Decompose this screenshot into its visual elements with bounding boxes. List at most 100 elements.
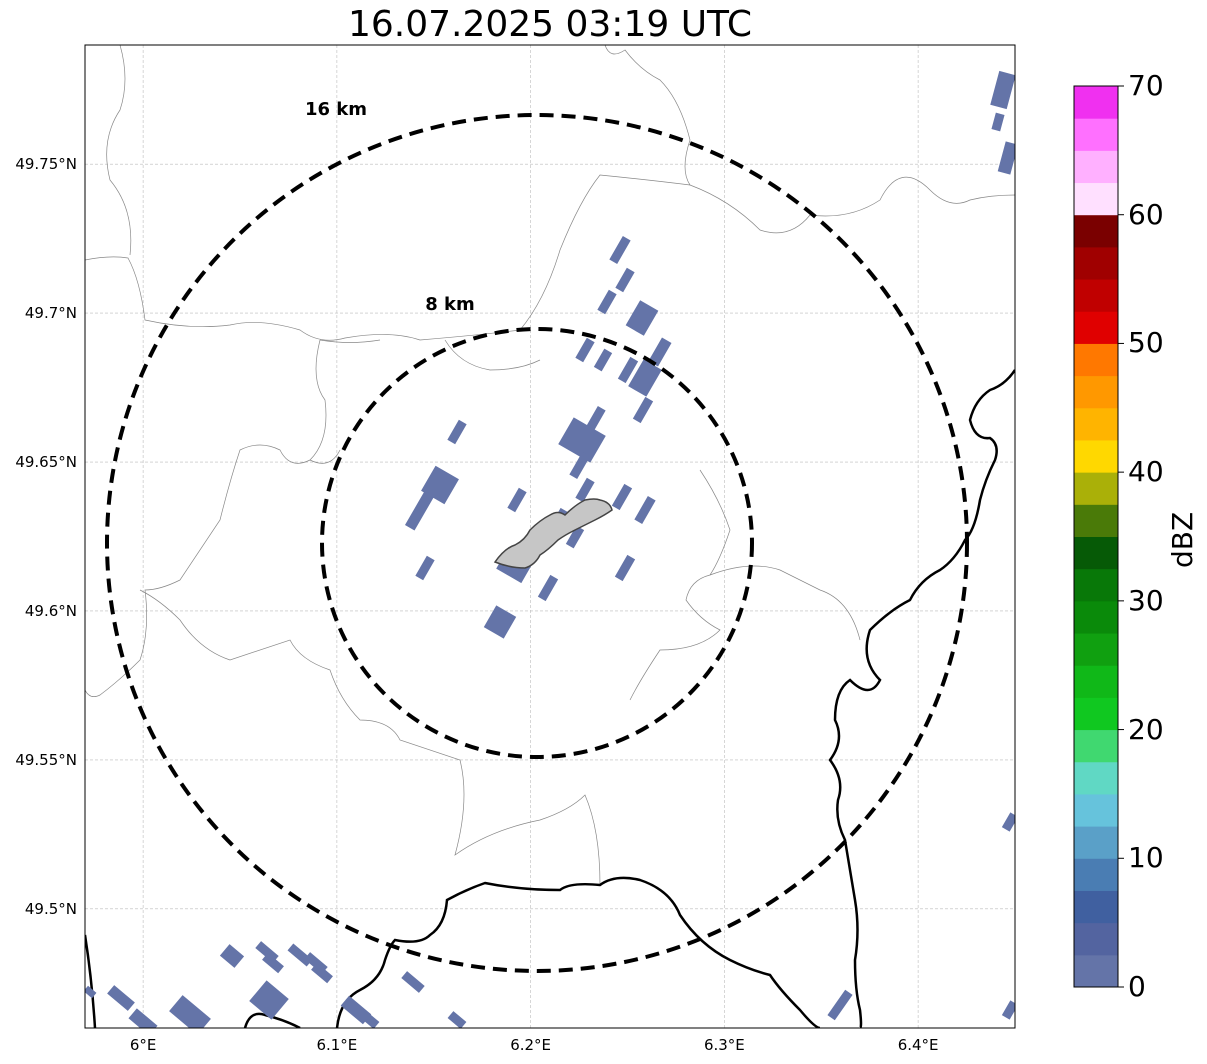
echo-bin <box>634 496 656 524</box>
colorbar-segment <box>1074 118 1118 151</box>
echo-bin <box>311 962 333 984</box>
colorbar <box>1073 85 1124 988</box>
ring-label-16km: 16 km <box>305 99 367 120</box>
echo-bin <box>565 525 585 549</box>
map-title: 16.07.2025 03:19 UTC <box>347 4 753 45</box>
echo-bin <box>360 1011 380 1028</box>
echo-bin <box>614 554 636 582</box>
colorbar-segment <box>1074 504 1118 537</box>
echo-bin <box>85 985 97 999</box>
colorbar-tick-label: 20 <box>1128 712 1164 746</box>
colorbar-tick-label: 50 <box>1128 326 1164 360</box>
echo-bin <box>593 348 613 372</box>
echo-bin <box>575 337 595 363</box>
lon-tick-label: 6°E <box>129 1036 157 1054</box>
colorbar-segment <box>1074 343 1118 377</box>
lat-tick-label: 49.6°N <box>24 601 77 620</box>
map-frame <box>84 44 1016 1029</box>
colorbar-segment <box>1074 568 1118 602</box>
echo-bin <box>1001 1000 1015 1020</box>
colorbar-segment <box>1074 536 1118 570</box>
colorbar-segment <box>1074 279 1118 312</box>
colorbar-segment <box>1074 633 1118 666</box>
echo-bin <box>597 289 617 315</box>
colorbar-segment <box>1074 182 1118 216</box>
colorbar-segment <box>1074 311 1118 344</box>
colorbar-segment <box>1074 665 1118 698</box>
lat-tick-label: 49.75°N <box>15 155 77 174</box>
lon-tick-label: 6.1°E <box>316 1036 358 1054</box>
colorbar-segment <box>1074 150 1118 184</box>
echo-bin <box>625 300 659 336</box>
colorbar-segment <box>1074 954 1118 988</box>
colorbar-tick-label: 70 <box>1128 69 1164 102</box>
echo-bin <box>991 112 1005 132</box>
echo-bin <box>990 70 1015 110</box>
echo-bin <box>611 483 633 511</box>
echo-bin <box>537 574 559 602</box>
echo-bin <box>569 451 591 479</box>
ring-label-8km: 8 km <box>425 294 475 315</box>
colorbar-label: dBZ <box>1166 511 1199 568</box>
echo-bin <box>107 985 135 1011</box>
echo-bin <box>447 1011 467 1028</box>
colorbar-segment <box>1074 793 1118 827</box>
colorbar-segment <box>1074 729 1118 763</box>
echo-bin <box>219 944 245 968</box>
echo-bin <box>1001 812 1015 832</box>
echo-bin <box>609 236 631 264</box>
colorbar-segment <box>1074 439 1118 473</box>
colorbar-segment <box>1074 697 1118 731</box>
echo-bin <box>997 141 1015 175</box>
colorbar-tick-label: 0 <box>1128 970 1146 1003</box>
echo-bin <box>617 356 639 384</box>
echo-bin <box>632 396 654 424</box>
echo-bin <box>169 995 211 1028</box>
colorbar-segment <box>1074 826 1118 859</box>
radar-site-polygon <box>493 498 613 569</box>
colorbar-segment <box>1074 600 1118 634</box>
lat-tick-label: 49.65°N <box>15 453 77 472</box>
echo-bin <box>483 605 517 639</box>
colorbar-segment <box>1074 86 1118 119</box>
lat-tick-label: 49.5°N <box>24 899 77 918</box>
echo-bin <box>628 359 662 397</box>
lon-tick-label: 6.4°E <box>897 1036 939 1054</box>
lat-tick-label: 49.7°N <box>24 304 77 323</box>
echo-bin <box>615 267 635 293</box>
lon-tick-label: 6.2°E <box>510 1036 552 1054</box>
echo-bin <box>447 419 467 445</box>
echo-bin <box>262 952 284 974</box>
range-ring-8km <box>320 327 754 759</box>
radar-echoes <box>85 70 1015 1028</box>
echo-bin <box>404 489 436 531</box>
colorbar-frame <box>1073 85 1119 988</box>
range-rings <box>105 113 969 973</box>
colorbar-tick-label: 10 <box>1128 841 1164 875</box>
colorbar-segment <box>1074 407 1118 441</box>
range-ring-16km <box>105 113 969 973</box>
echo-bin <box>128 1008 158 1028</box>
colorbar-segment <box>1074 214 1118 248</box>
colorbar-tick-label: 40 <box>1128 455 1164 489</box>
echo-bin <box>558 417 606 463</box>
commune-boundaries <box>85 45 1015 886</box>
colorbar-segment <box>1074 472 1118 505</box>
colorbar-tick-label: 60 <box>1128 197 1164 231</box>
lon-tick-label: 6.3°E <box>703 1036 745 1054</box>
national-borders <box>85 369 1015 1028</box>
echo-bin <box>249 980 289 1020</box>
colorbar-segment <box>1074 375 1118 409</box>
echo-bin <box>575 477 595 503</box>
echo-bin <box>415 555 435 581</box>
echo-bin <box>507 487 527 513</box>
colorbar-segment <box>1074 246 1118 280</box>
echo-bin <box>401 971 425 993</box>
colorbar-segment <box>1074 858 1118 891</box>
lat-tick-label: 49.55°N <box>15 750 77 769</box>
echo-bin <box>827 989 853 1021</box>
colorbar-segment <box>1074 890 1118 924</box>
colorbar-segment <box>1074 761 1118 795</box>
colorbar-segment <box>1074 922 1118 956</box>
